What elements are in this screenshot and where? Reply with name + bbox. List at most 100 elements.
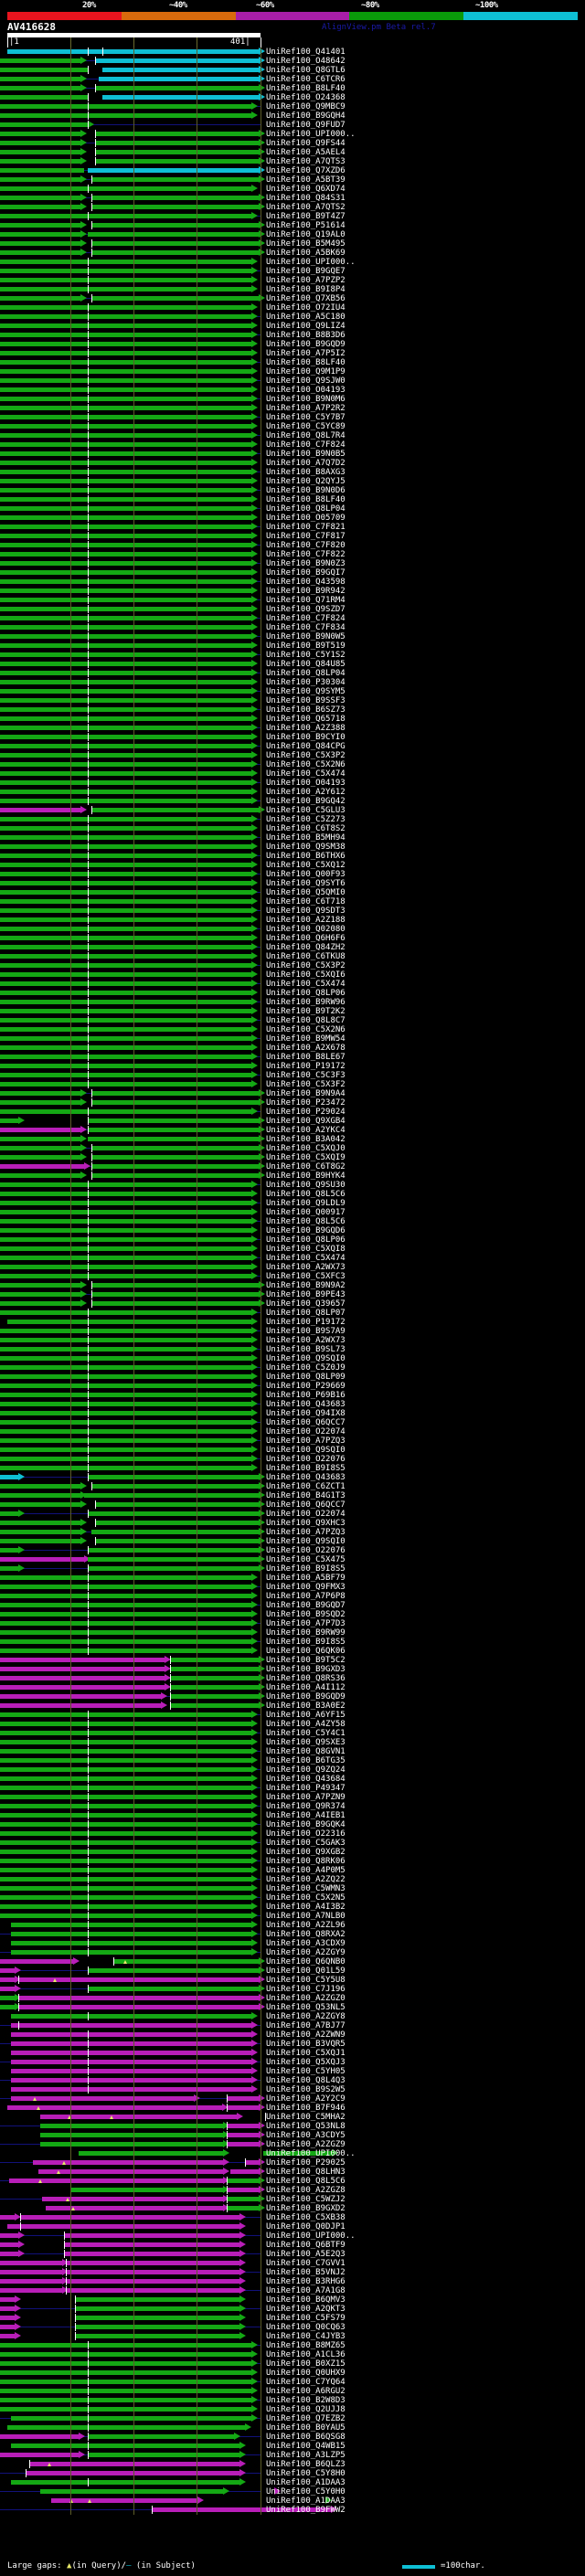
alignment-row[interactable]: UniRef100_C5WMN3 [0,1884,585,1893]
subject-accession-label[interactable]: UniRef100_C5X2N6 [266,1025,346,1034]
hsp-bar[interactable] [0,753,251,758]
hsp-bar[interactable] [0,1018,251,1023]
subject-accession-label[interactable]: UniRef100_Q2UJJ8 [266,2405,346,2414]
hsp-bar[interactable] [0,1374,251,1379]
subject-accession-label[interactable]: UniRef100_Q8LP07 [266,1309,346,1318]
hsp-bar[interactable] [0,1009,251,1013]
alignment-row[interactable]: UniRef100_A2ZWN9 [0,2030,585,2040]
hsp-bar[interactable] [91,1292,259,1297]
alignment-row[interactable]: UniRef100_C7F821 [0,523,585,532]
alignment-row[interactable]: UniRef100_P19172 [0,1062,585,1071]
subject-accession-label[interactable]: UniRef100_B9RW99 [266,1628,346,1638]
alignment-row[interactable]: UniRef100_A2ZGY9 [0,1948,585,1957]
alignment-row[interactable]: UniRef100_A4I3B2 [0,1903,585,1912]
alignment-row[interactable]: UniRef100_C6T8G2 [0,1162,585,1171]
alignment-row[interactable]: UniRef100_Q8L8C7 [0,1016,585,1025]
alignment-row[interactable]: UniRef100_Q2UJJ8 [0,2405,585,2414]
hsp-bar[interactable] [95,150,259,154]
subject-accession-label[interactable]: UniRef100_B3VQR5 [266,2040,346,2049]
subject-accession-label[interactable]: UniRef100_B8B3D6 [266,331,346,340]
alignment-row[interactable]: UniRef100_B8AXG3 [0,468,585,477]
alignment-row[interactable]: UniRef100_O24368 [0,93,585,102]
subject-accession-label[interactable]: UniRef100_B9GQD9 [266,1692,346,1701]
alignment-row[interactable]: UniRef100_C5Z0J9 [0,1363,585,1373]
subject-accession-label[interactable]: UniRef100_B9GQK4 [266,1820,346,1829]
subject-accession-label[interactable]: UniRef100_P29024 [266,1108,346,1117]
hsp-bar[interactable] [0,122,88,127]
hsp-bar[interactable] [0,652,251,657]
hsp-bar[interactable] [11,1950,251,1955]
hsp-bar[interactable] [9,2178,223,2183]
hsp-bar[interactable] [0,470,251,474]
subject-accession-label[interactable]: UniRef100_B9SSF3 [266,696,346,705]
hsp-bar[interactable] [51,2498,197,2503]
alignment-row[interactable]: UniRef100_P29025 [0,2158,585,2168]
subject-accession-label[interactable]: UniRef100_P19172 [266,1062,346,1071]
subject-accession-label[interactable]: UniRef100_Q9SXE3 [266,1738,346,1747]
subject-accession-label[interactable]: UniRef100_O22074 [266,1510,346,1519]
alignment-row[interactable]: UniRef100_B8LE67 [0,1053,585,1062]
hsp-bar[interactable] [0,2306,15,2311]
subject-accession-label[interactable]: UniRef100_C5C3F3 [266,1071,346,1080]
hsp-bar[interactable] [0,634,251,639]
hsp-bar[interactable] [0,1648,251,1653]
alignment-row[interactable]: UniRef100_Q8LP07 [0,1309,585,1318]
hsp-bar[interactable] [0,853,251,858]
hsp-bar[interactable] [11,2416,251,2421]
subject-accession-label[interactable]: UniRef100_Q8RXA2 [266,1930,346,1939]
hsp-bar[interactable] [0,1383,251,1388]
alignment-row[interactable]: UniRef100_A2Z388 [0,724,585,733]
alignment-row[interactable]: UniRef100_A2WX73 [0,1336,585,1345]
hsp-bar[interactable] [0,1109,251,1114]
subject-accession-label[interactable]: UniRef100_A2ZWN9 [266,2030,346,2040]
alignment-row[interactable]: UniRef100_C7F834 [0,623,585,632]
alignment-row[interactable]: UniRef100_A7Q7D2 [0,459,585,468]
alignment-row[interactable]: UniRef100_Q84CPG [0,742,585,751]
alignment-row[interactable]: UniRef100_C5X475 [0,1555,585,1564]
alignment-row[interactable]: UniRef100_C6TCR6 [0,75,585,84]
alignment-row[interactable]: UniRef100_P23472 [0,1098,585,1108]
hsp-bar[interactable] [0,2242,18,2247]
subject-accession-label[interactable]: UniRef100_O22074 [266,1427,346,1436]
hsp-bar[interactable] [0,1612,251,1617]
subject-accession-label[interactable]: UniRef100_B9T2K2 [266,1007,346,1016]
hsp-bar[interactable] [0,1877,251,1882]
alignment-row[interactable]: UniRef100_A2WX73 [0,1263,585,1272]
hsp-bar[interactable] [0,1237,251,1242]
hsp-bar[interactable] [40,2124,223,2128]
hsp-bar[interactable] [0,104,251,109]
hsp-bar[interactable] [0,1703,161,1708]
hsp-bar[interactable] [0,762,251,767]
alignment-row[interactable]: UniRef100_A2YKC4 [0,1126,585,1135]
alignment-row[interactable]: UniRef100_C6TKU8 [0,952,585,961]
hsp-bar[interactable] [0,1457,251,1461]
subject-accession-label[interactable]: UniRef100_B5VNJ2 [266,2268,346,2277]
hsp-bar[interactable] [0,2233,18,2238]
subject-accession-label[interactable]: UniRef100_Q8LP04 [266,504,346,514]
alignment-row[interactable]: UniRef100_C7F824 [0,614,585,623]
hsp-bar[interactable] [75,2297,239,2302]
alignment-row[interactable]: UniRef100_A7QTS2 [0,203,585,212]
hsp-bar[interactable] [0,1795,251,1799]
hsp-bar[interactable] [0,570,251,575]
subject-accession-label[interactable]: UniRef100_A2Z188 [266,916,346,925]
subject-accession-label[interactable]: UniRef100_Q8L5C6 [266,1190,346,1199]
alignment-row[interactable]: UniRef100_C5Y0H0 [0,2487,585,2496]
alignment-row[interactable]: UniRef100_A1CL36 [0,2350,585,2359]
hsp-bar[interactable] [152,2507,331,2512]
subject-accession-label[interactable]: UniRef100_A2ZGZ9 [266,2140,346,2149]
hsp-bar[interactable] [0,1064,251,1068]
alignment-row[interactable]: UniRef100_B9PE43 [0,1290,585,1299]
subject-accession-label[interactable]: UniRef100_C7F824 [266,614,346,623]
hsp-bar[interactable] [0,799,251,803]
hsp-bar[interactable] [18,1996,259,2000]
hsp-bar[interactable] [91,1530,259,1534]
subject-accession-label[interactable]: UniRef100_B8AXG3 [266,468,346,477]
subject-accession-label[interactable]: UniRef100_B2W8D3 [266,2396,346,2405]
subject-accession-label[interactable]: UniRef100_B9GXD3 [266,1665,346,1674]
hsp-bar[interactable] [0,2380,251,2384]
alignment-row[interactable]: UniRef100_B9N0Z3 [0,559,585,568]
alignment-row[interactable]: UniRef100_C7F824 [0,440,585,450]
subject-accession-label[interactable]: UniRef100_A1DAA3 [266,2478,346,2487]
subject-accession-label[interactable]: UniRef100_B8LF40 [266,358,346,367]
